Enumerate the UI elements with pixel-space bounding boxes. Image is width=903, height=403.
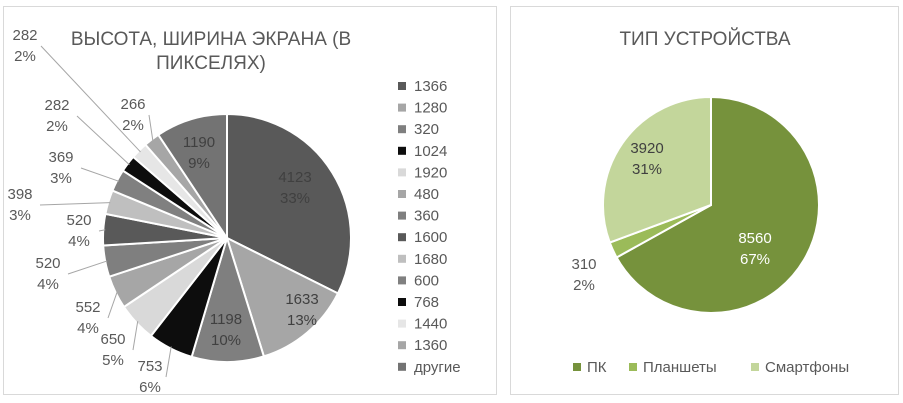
device-legend-label-0: ПК (587, 359, 607, 376)
screen-size-legend: 1366 1280 320 1024 1920 480 360 1600 1680 600 768 1… (398, 78, 461, 376)
screen-size-label-5-percent: 4% (77, 320, 99, 337)
screen-size-label-10-value: 282 (44, 97, 69, 114)
screen-size-leader-4 (132, 321, 139, 351)
screen-size-leader-9 (80, 167, 120, 182)
legend-label-9: 600 (414, 272, 439, 289)
screen-size-leader-5 (107, 291, 118, 319)
screen-size-label-7-percent: 4% (68, 233, 90, 250)
screen-size-label-3-percent: 6% (139, 379, 161, 396)
device-legend-swatch-2 (751, 363, 759, 371)
legend-swatch-7 (398, 233, 406, 242)
legend-label-11: 1440 (414, 316, 447, 333)
device-type-slice-2 (602, 95, 712, 244)
legend-label-8: 1680 (414, 251, 447, 268)
legend-label-13: другие (414, 359, 461, 376)
legend-label-6: 360 (414, 208, 439, 225)
device-legend-swatch-0 (573, 363, 581, 371)
screen-size-label-5-value: 552 (75, 299, 100, 316)
device-type-label-1-value: 310 (571, 256, 596, 273)
screen-size-label-9-value: 369 (48, 149, 73, 166)
legend-swatch-1 (398, 103, 406, 112)
legend-label-3: 1024 (414, 143, 447, 160)
legend-label-1: 1280 (414, 100, 447, 117)
device-type-legend: ПК Планшеты Смартфоны (573, 359, 849, 376)
legend-label-10: 768 (414, 294, 439, 311)
chart-title-line-2: ПИКСЕЛЯХ) (156, 53, 266, 74)
legend-swatch-2 (398, 125, 406, 134)
screen-size-label-0-percent: 33% (280, 190, 310, 207)
screen-size-label-6-value: 520 (35, 255, 60, 272)
screen-size-slice-0 (226, 112, 352, 295)
device-type-chart-title: ТИП УСТРОЙСТВА (619, 28, 790, 50)
screen-size-label-4-percent: 5% (102, 352, 124, 369)
legend-label-12: 1360 (414, 337, 447, 354)
screen-size-label-13-value: 1190 (183, 134, 215, 151)
screen-size-label-10-percent: 2% (46, 118, 68, 135)
legend-label-4: 1920 (414, 164, 447, 181)
device-type-chart-panel: ТИП УСТРОЙСТВА 8560 67% 310 2% 3920 31% ПК Пла… (510, 6, 899, 395)
screen-size-leader-12 (148, 114, 154, 142)
legend-swatch-5 (398, 190, 406, 198)
device-type-slice-0 (615, 95, 820, 314)
legend-label-7: 1600 (414, 229, 447, 246)
device-type-label-0-percent: 67% (740, 251, 770, 268)
legend-swatch-8 (398, 254, 406, 263)
legend-swatch-6 (398, 211, 406, 220)
screen-size-label-4-value: 650 (100, 331, 125, 348)
screen-size-label-12-value: 266 (120, 96, 145, 113)
screen-size-label-12-percent: 2% (122, 117, 144, 134)
device-type-label-2-percent: 31% (632, 161, 662, 178)
chart-title-line-1: ВЫСОТА, ШИРИНА ЭКРАНА (В (71, 29, 351, 50)
screen-size-leader-10 (76, 115, 130, 166)
screen-size-label-7-value: 520 (66, 212, 91, 229)
screen-size-leader-11 (40, 45, 141, 153)
screen-size-label-6-percent: 4% (37, 276, 59, 293)
screen-size-chart-title: ВЫСОТА, ШИРИНА ЭКРАНА (В ПИКСЕЛЯХ) (71, 29, 351, 74)
screen-size-label-8-percent: 3% (9, 207, 31, 224)
screen-size-label-0-value: 4123 (278, 169, 311, 186)
device-type-pie-chart: ТИП УСТРОЙСТВА 8560 67% 310 2% 3920 31% ПК Пла… (571, 28, 849, 376)
device-legend-label-2: Смартфоны (765, 359, 849, 376)
screen-size-label-1-percent: 13% (287, 312, 317, 329)
legend-swatch-12 (398, 341, 406, 350)
device-legend-label-1: Планшеты (643, 359, 717, 376)
screen-size-label-13-percent: 9% (188, 155, 210, 172)
screen-size-label-9-percent: 3% (50, 170, 72, 187)
legend-swatch-4 (398, 168, 406, 177)
legend-swatch-10 (398, 298, 406, 306)
screen-size-leader-7 (98, 229, 106, 232)
screen-size-label-3-value: 753 (137, 358, 162, 375)
screen-size-label-1-value: 1633 (285, 291, 318, 308)
legend-swatch-9 (398, 276, 406, 285)
screen-size-leader-8 (39, 202, 111, 206)
screen-size-leader-3 (165, 346, 172, 378)
device-type-label-1-percent: 2% (573, 277, 595, 294)
screen-size-label-8-value: 398 (7, 186, 32, 203)
legend-swatch-0 (398, 82, 406, 90)
screen-size-label-11-value: 282 (12, 27, 37, 44)
screen-size-label-11-percent: 2% (14, 48, 36, 65)
legend-label-0: 1366 (414, 78, 447, 95)
screen-size-label-2-percent: 10% (211, 332, 241, 349)
legend-swatch-3 (398, 146, 406, 155)
legend-swatch-11 (398, 319, 406, 328)
screen-size-pie-chart: ВЫСОТА, ШИРИНА ЭКРАНА (В ПИКСЕЛЯХ) 4123 3… (7, 27, 461, 396)
screen-size-leader-6 (67, 260, 108, 275)
legend-label-2: 320 (414, 121, 439, 138)
legend-swatch-13 (398, 362, 406, 371)
screen-size-chart-panel: ВЫСОТА, ШИРИНА ЭКРАНА (В ПИКСЕЛЯХ) 4123 3… (3, 6, 497, 396)
legend-label-5: 480 (414, 186, 439, 203)
device-type-label-2-value: 3920 (630, 140, 663, 157)
screen-size-slice-13 (156, 112, 228, 242)
screen-size-label-2-value: 1198 (210, 311, 242, 328)
device-type-label-0-value: 8560 (738, 230, 771, 247)
device-legend-swatch-1 (629, 363, 637, 371)
